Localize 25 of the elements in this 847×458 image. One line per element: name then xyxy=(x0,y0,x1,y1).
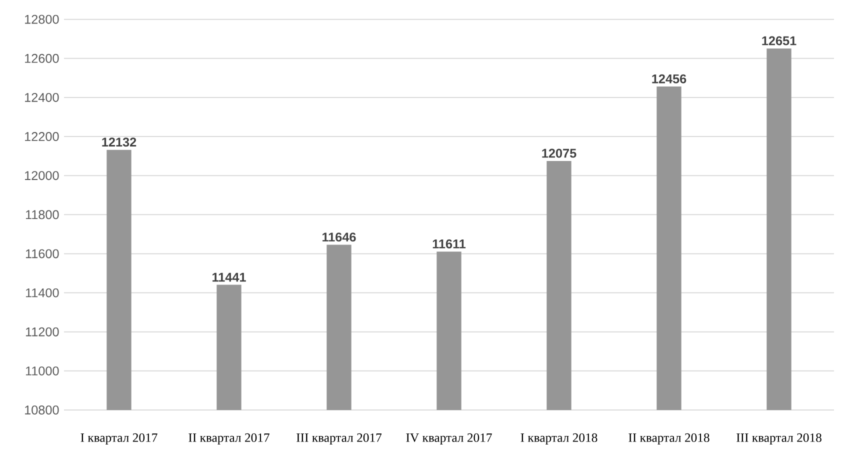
y-tick-label: 11000 xyxy=(26,366,59,376)
x-tick-label: I квартал 2017 xyxy=(80,433,158,444)
data-label: 12075 xyxy=(542,148,576,158)
y-tick-label: 10800 xyxy=(25,406,59,414)
x-tick-label: II квартал 2018 xyxy=(628,433,710,444)
data-label: 11646 xyxy=(322,232,356,242)
y-tick-label: 12200 xyxy=(25,132,59,142)
x-tick-label: IV квартал 2017 xyxy=(406,433,492,444)
x-tick-label: I квартал 2018 xyxy=(520,433,598,444)
data-label: 11611 xyxy=(432,239,466,248)
data-label: 12651 xyxy=(762,36,796,46)
y-tick-label: 11800 xyxy=(26,210,59,220)
data-label: 11441 xyxy=(212,272,246,282)
x-tick-label: II квартал 2017 xyxy=(188,433,270,444)
y-tick-label: 11600 xyxy=(26,249,59,258)
y-tick-label: 12600 xyxy=(25,54,59,63)
data-label: 12456 xyxy=(652,74,686,84)
y-tick-label: 12000 xyxy=(25,171,59,180)
x-tick-label: III квартал 2017 xyxy=(296,433,382,444)
x-tick-label: III квартал 2018 xyxy=(736,433,822,444)
y-tick-label: 12800 xyxy=(25,14,59,24)
y-tick-label: 12400 xyxy=(25,92,59,102)
data-label: 12132 xyxy=(102,138,136,147)
y-tick-label: 11200 xyxy=(26,327,59,336)
y-tick-label: 11400 xyxy=(26,288,59,298)
